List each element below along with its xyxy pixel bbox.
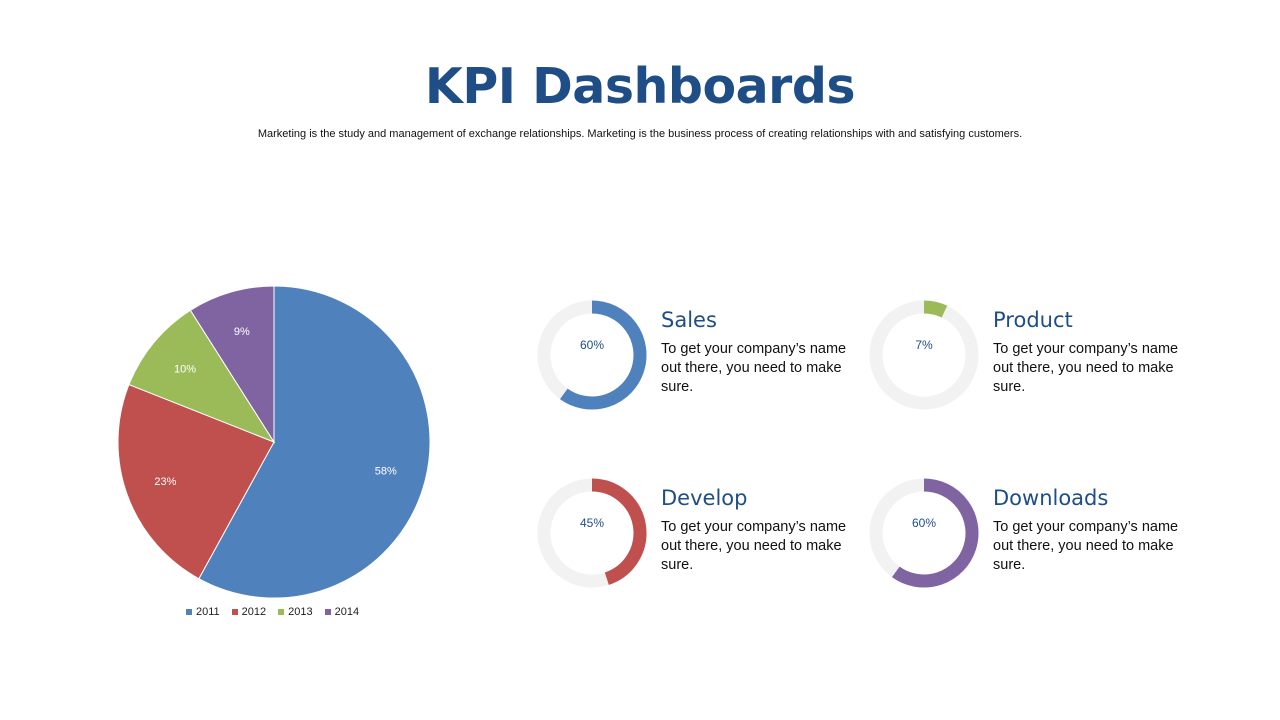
kpi-card-develop: 45% Develop To get your company’s name o…: [537, 478, 867, 598]
kpi-card-sales: 60% Sales To get your company’s name out…: [537, 300, 867, 420]
pie-slice-2013: [128, 309, 276, 444]
legend-item-2014: 2014: [324, 606, 360, 618]
donut-chart-downloads: 60%: [869, 478, 979, 588]
pie-label-2011: 58%: [375, 466, 397, 478]
legend-swatch-2014: [324, 609, 331, 615]
donut-arc-develop: [591, 478, 647, 585]
kpi-title-sales: Sales: [661, 308, 717, 332]
donut-arc-sales: [559, 300, 647, 410]
page-title: KPI Dashboards: [424, 58, 856, 115]
legend-label-2014: 2014: [334, 606, 360, 618]
kpi-card-product: 7% Product To get your company’s name ou…: [869, 300, 1199, 420]
kpi-description-develop: To get your company’s name out there, yo…: [661, 519, 847, 573]
legend-label-2011: 2011: [196, 606, 220, 618]
legend-label-2012: 2012: [241, 606, 267, 618]
pie-label-2013: 10%: [174, 363, 196, 375]
donut-arc-product: [923, 300, 948, 318]
pie-slice-2014: [189, 285, 275, 444]
legend-item-2011: 2011: [186, 606, 220, 618]
legend-swatch-2011: [186, 609, 192, 615]
donut-label-sales: 60%: [580, 338, 604, 352]
kpi-card-downloads: 60% Downloads To get your company’s name…: [869, 478, 1199, 598]
kpi-title-product: Product: [993, 308, 1073, 332]
pie-chart: 58% 23% 10% 9%: [117, 285, 431, 599]
donut-track-product: [869, 300, 979, 410]
pie-label-2014: 9%: [234, 326, 250, 338]
kpi-title-develop: Develop: [661, 486, 748, 510]
kpi-description-sales: To get your company’s name out there, yo…: [661, 341, 847, 395]
donut-arc-downloads: [891, 478, 979, 588]
donut-label-product: 7%: [915, 338, 933, 352]
donut-chart-develop: 45%: [537, 478, 647, 588]
legend-swatch-2012: [231, 609, 238, 615]
page-subtitle: Marketing is the study and management of…: [257, 128, 1023, 140]
kpi-description-downloads: To get your company’s name out there, yo…: [993, 519, 1179, 573]
legend-item-2012: 2012: [231, 606, 267, 618]
legend-item-2013: 2013: [278, 606, 313, 618]
donut-label-downloads: 60%: [912, 516, 936, 530]
pie-slice-2012: [117, 383, 275, 580]
pie-label-2012: 23%: [154, 476, 176, 488]
donut-label-develop: 45%: [580, 516, 604, 530]
kpi-description-product: To get your company’s name out there, yo…: [993, 341, 1179, 395]
legend-swatch-2013: [278, 609, 285, 615]
pie-legend: 2011 2012 2013 2014: [186, 606, 359, 618]
legend-label-2013: 2013: [288, 606, 313, 618]
donut-chart-product: 7%: [869, 300, 979, 410]
pie-slice-2011: [198, 285, 431, 599]
donut-chart-sales: 60%: [537, 300, 647, 410]
kpi-title-downloads: Downloads: [993, 486, 1109, 510]
